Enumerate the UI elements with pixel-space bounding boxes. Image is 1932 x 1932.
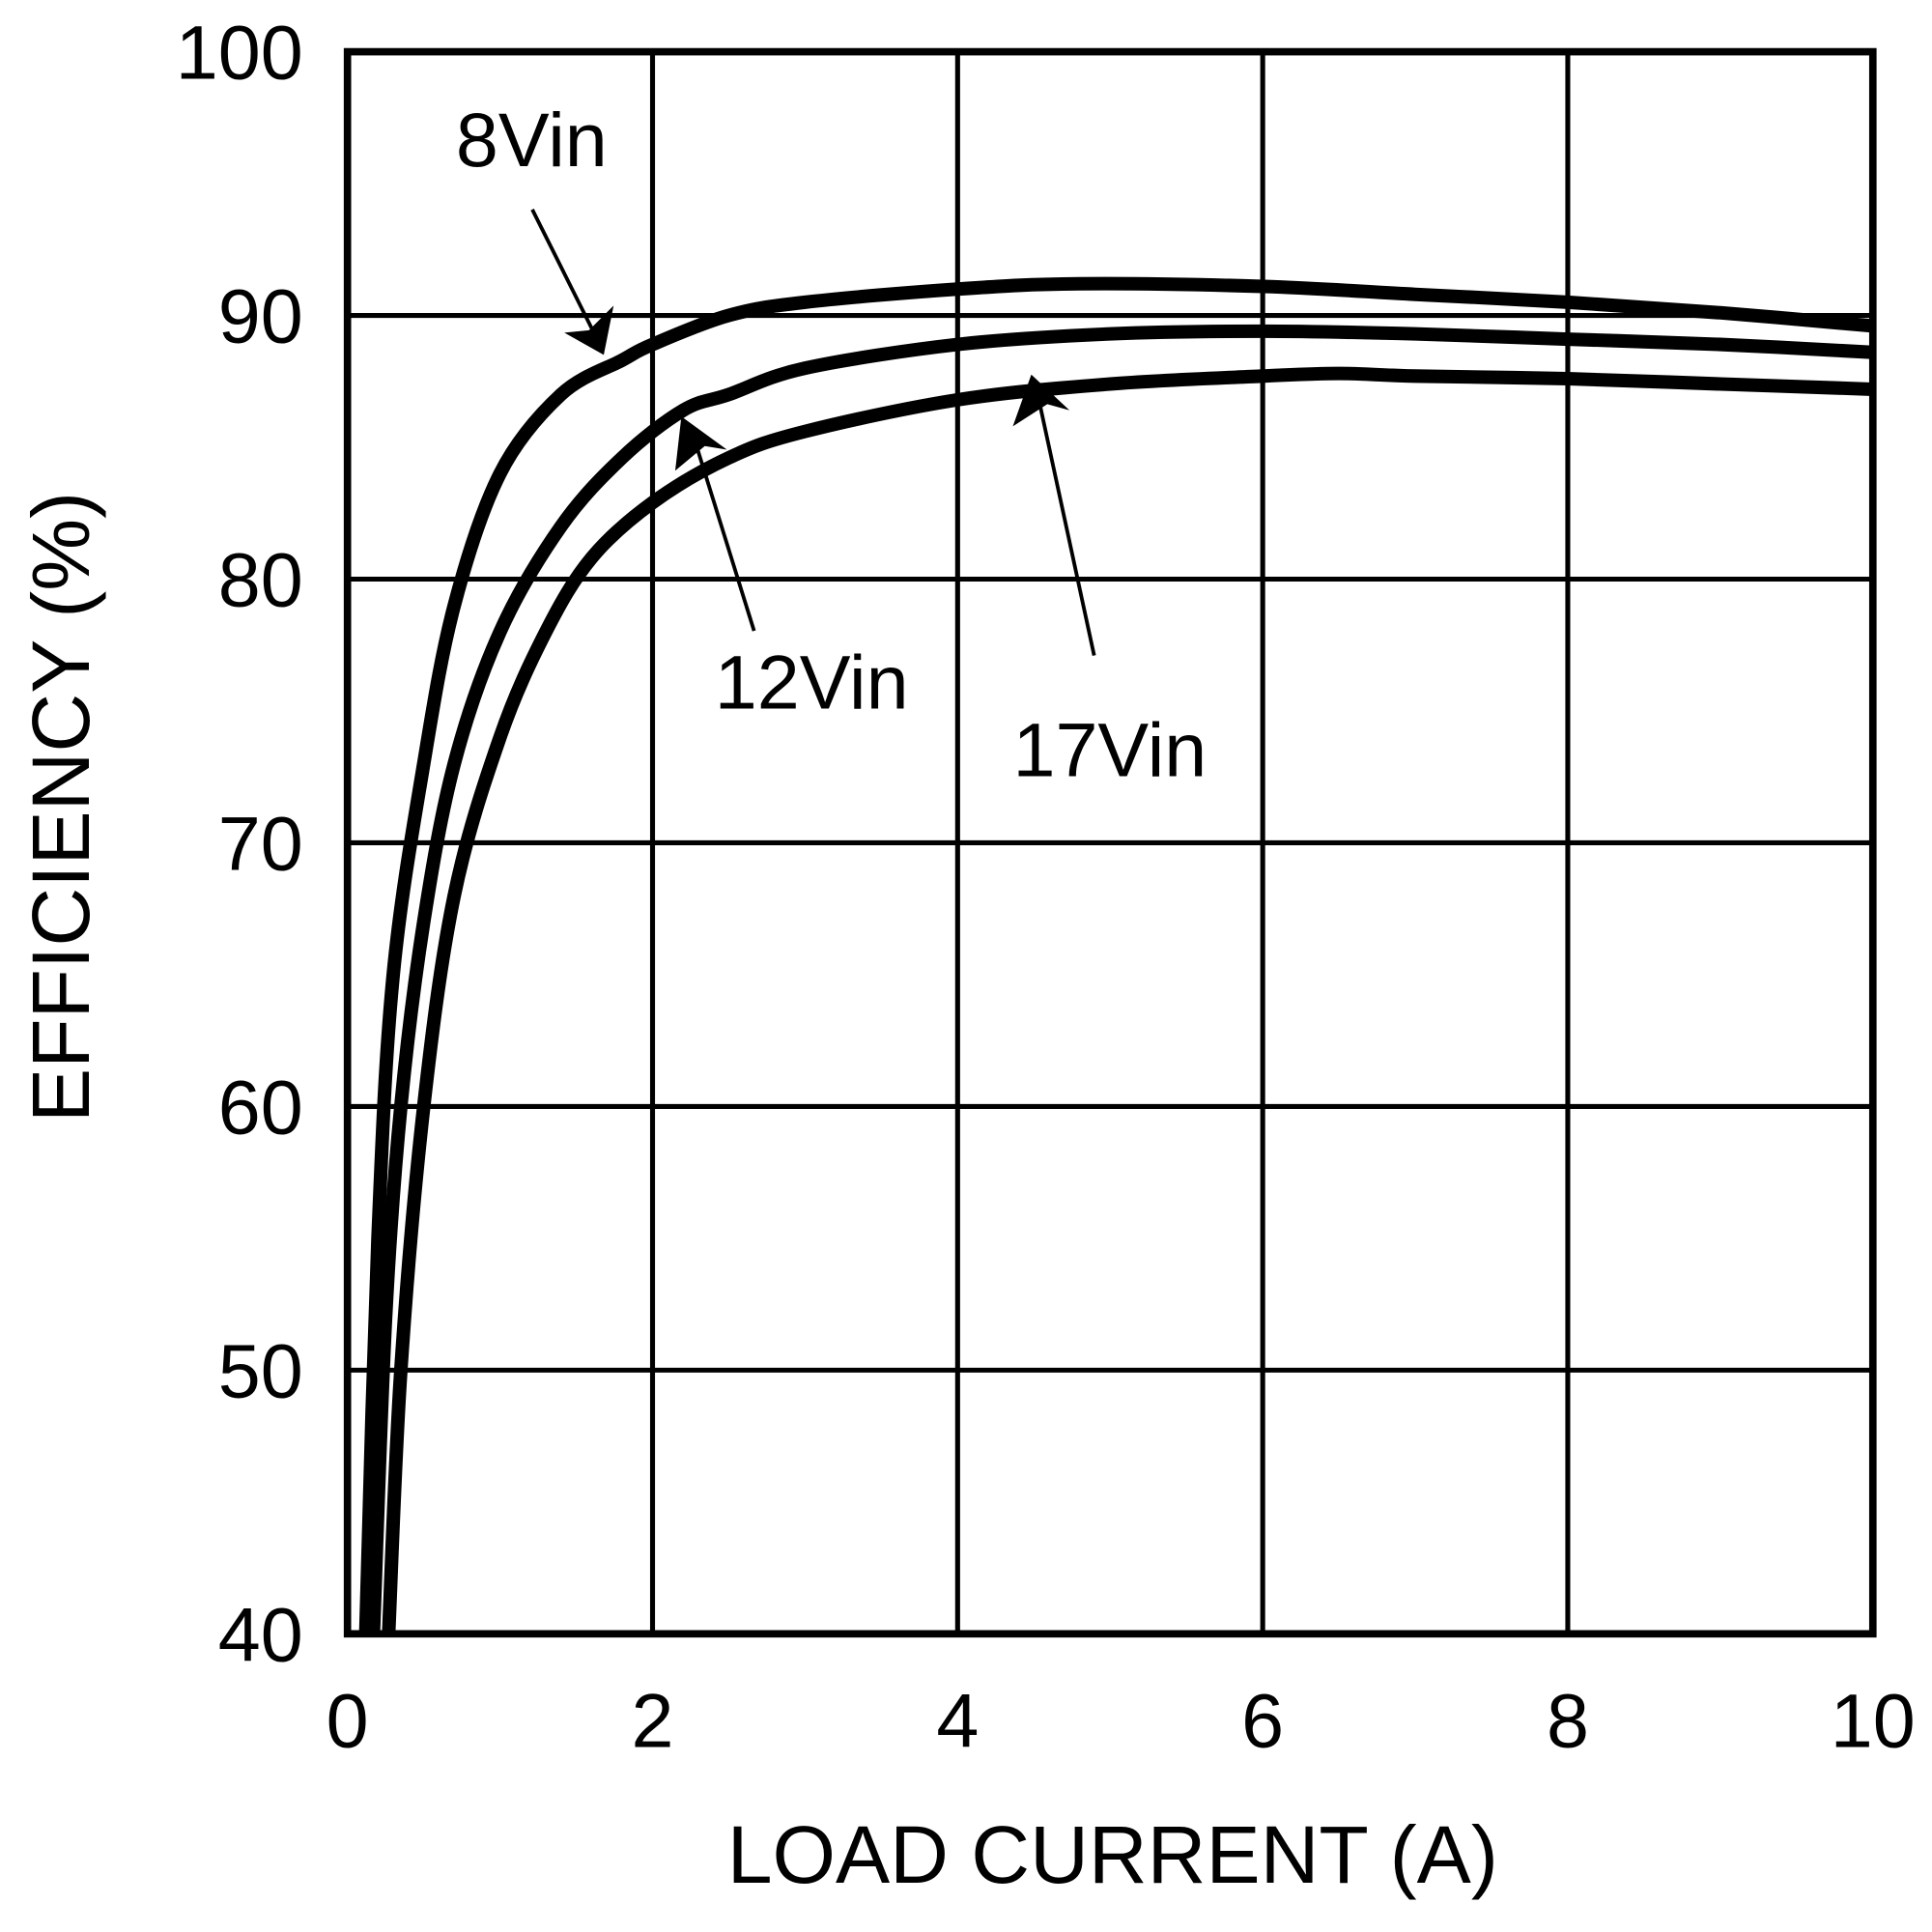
y-tick-label: 40 (218, 1591, 303, 1677)
plot-frame (343, 47, 1877, 1638)
x-axis-label: LOAD CURRENT (A) (727, 1809, 1498, 1900)
data-curves (358, 276, 1874, 1634)
y-tick-label: 60 (218, 1064, 303, 1150)
curve-8vin (358, 276, 1874, 1634)
arrow-12vin (688, 424, 756, 632)
y-axis-label: EFFICIENCY (%) (15, 492, 106, 1122)
curve-17vin (382, 366, 1874, 1634)
annotation-12vin: 12Vin (715, 639, 909, 724)
x-tick-labels: 0 2 4 6 8 10 (327, 1678, 1916, 1764)
x-tick-label: 6 (1241, 1678, 1284, 1764)
y-tick-label: 50 (218, 1327, 303, 1413)
y-tick-label: 90 (218, 273, 303, 359)
annotation-17vin: 17Vin (1012, 707, 1207, 793)
arrow-8vin (530, 208, 604, 349)
y-tick-label: 80 (218, 537, 303, 623)
arrowhead-12vin-icon (674, 416, 727, 471)
x-tick-label: 2 (632, 1678, 674, 1764)
x-tick-label: 8 (1547, 1678, 1589, 1764)
curve-12vin (366, 324, 1874, 1634)
x-tick-label: 0 (327, 1678, 369, 1764)
annotation-8vin: 8Vin (456, 97, 608, 183)
y-tick-label: 100 (176, 10, 303, 96)
arrow-17vin (1033, 382, 1096, 656)
x-tick-label: 4 (936, 1678, 979, 1764)
arrowhead-17vin-icon (1012, 374, 1070, 427)
y-tick-labels: 40 50 60 70 80 90 100 (176, 10, 303, 1678)
x-tick-label: 10 (1831, 1678, 1916, 1764)
y-tick-label: 70 (218, 801, 303, 887)
